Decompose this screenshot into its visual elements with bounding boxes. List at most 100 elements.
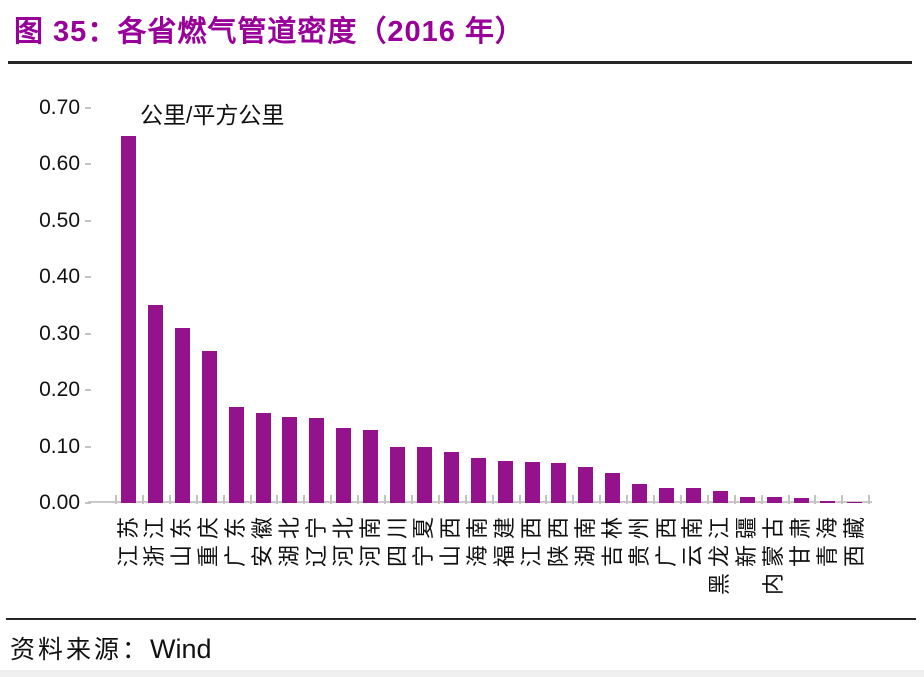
bar-福建: [497, 461, 513, 503]
page-bottom-edge: [0, 670, 924, 677]
x-label-黑龙江: 黑龙江: [707, 511, 733, 596]
x-label-内蒙古: 内蒙古: [761, 511, 787, 596]
bar-湖南: [578, 467, 594, 503]
bar-海南: [470, 458, 486, 503]
x-label-河北: 河北: [330, 511, 356, 568]
x-label-宁夏: 宁夏: [411, 511, 437, 568]
bar-江苏: [121, 136, 136, 503]
x-tick-mark: [464, 495, 467, 504]
x-label-云南: 云南: [680, 511, 706, 568]
x-tick-mark: [357, 495, 360, 504]
x-label-吉林: 吉林: [599, 511, 625, 568]
y-axis-unit-label: 公里/平方公里: [140, 102, 285, 128]
x-label-重庆: 重庆: [196, 511, 222, 568]
x-tick-mark: [141, 495, 144, 504]
bar-辽宁: [309, 418, 325, 503]
x-label-新疆: 新疆: [734, 511, 760, 568]
source-value: Wind: [150, 634, 212, 664]
y-tick-mark: [85, 502, 91, 504]
bar-甘肃: [793, 498, 809, 503]
x-tick-mark: [733, 495, 736, 504]
x-label-广东: 广东: [223, 511, 249, 568]
bar-贵州: [632, 484, 648, 503]
bar-青海: [820, 501, 836, 503]
x-tick-mark: [303, 495, 306, 504]
x-tick-mark: [168, 495, 171, 504]
y-tick-label: 0.60: [39, 152, 80, 176]
bar-内蒙古: [766, 497, 782, 503]
x-label-山东: 山东: [169, 511, 195, 568]
bar-江西: [524, 462, 540, 503]
figure-title: 图 35：各省燃气管道密度（2016 年）: [14, 16, 525, 48]
bar-河南: [363, 430, 379, 503]
y-tick-label: 0.00: [39, 491, 80, 514]
y-tick-label: 0.70: [39, 96, 80, 119]
bar-黑龙江: [712, 491, 728, 503]
y-tick-label: 0.40: [39, 265, 80, 289]
bar-吉林: [605, 473, 621, 503]
x-tick-mark: [330, 495, 333, 504]
x-label-贵州: 贵州: [626, 511, 652, 568]
x-tick-mark: [249, 495, 252, 504]
bar-广东: [228, 407, 244, 503]
x-tick-mark: [626, 495, 629, 504]
x-tick-mark: [491, 495, 494, 504]
bar-河北: [336, 428, 352, 503]
x-label-河南: 河南: [357, 511, 383, 568]
x-tick-mark: [841, 495, 844, 504]
bar-湖北: [282, 417, 298, 503]
x-tick-mark: [760, 495, 763, 504]
bar-宁夏: [416, 447, 432, 503]
bar-浙江: [147, 305, 163, 503]
source-label: 资料来源：: [10, 637, 151, 664]
y-tick-label: 0.20: [39, 378, 80, 402]
x-label-四川: 四川: [384, 511, 410, 568]
x-tick-mark: [276, 495, 279, 504]
y-tick-mark: [85, 445, 91, 448]
x-tick-mark: [653, 495, 655, 504]
x-label-甘肃: 甘肃: [788, 511, 813, 568]
x-label-陕西: 陕西: [545, 511, 571, 568]
y-tick-mark: [85, 163, 91, 166]
x-tick-mark: [572, 495, 575, 504]
x-tick-mark: [384, 495, 387, 504]
x-label-青海: 青海: [814, 511, 840, 568]
x-label-广西: 广西: [653, 511, 679, 568]
x-tick-mark: [115, 495, 117, 504]
x-tick-mark: [222, 495, 225, 504]
x-label-江苏: 江苏: [115, 511, 141, 568]
bar-陕西: [551, 463, 567, 503]
x-tick-mark: [410, 495, 413, 504]
x-tick-mark: [679, 495, 682, 504]
x-label-海南: 海南: [465, 511, 491, 568]
y-tick-mark: [85, 107, 91, 109]
x-tick-mark: [545, 495, 548, 504]
y-tick-mark: [85, 276, 91, 279]
x-label-福建: 福建: [492, 511, 518, 568]
bar-广西: [659, 488, 674, 503]
x-tick-mark: [706, 495, 709, 504]
x-label-浙江: 浙江: [142, 511, 168, 568]
x-tick-mark: [868, 495, 871, 504]
x-tick-mark: [195, 495, 198, 504]
source-note: 资料来源：Wind: [10, 630, 212, 666]
x-tick-mark: [787, 495, 790, 504]
bar-西藏: [847, 502, 863, 503]
x-label-山西: 山西: [438, 511, 464, 568]
bar-云南: [685, 488, 701, 503]
x-label-安徽: 安徽: [250, 511, 275, 568]
x-tick-mark: [814, 495, 817, 504]
x-tick-mark: [599, 495, 602, 504]
y-tick-mark: [85, 389, 91, 392]
y-tick-label: 0.10: [39, 434, 80, 458]
x-label-辽宁: 辽宁: [303, 511, 329, 568]
x-tick-mark: [518, 495, 521, 504]
x-label-西藏: 西藏: [841, 511, 867, 568]
y-tick-mark: [85, 219, 91, 222]
bar-四川: [390, 447, 405, 503]
y-tick-mark: [85, 332, 91, 335]
bar-山西: [443, 452, 459, 503]
bar-山东: [174, 328, 190, 503]
y-tick-label: 0.30: [39, 321, 80, 345]
